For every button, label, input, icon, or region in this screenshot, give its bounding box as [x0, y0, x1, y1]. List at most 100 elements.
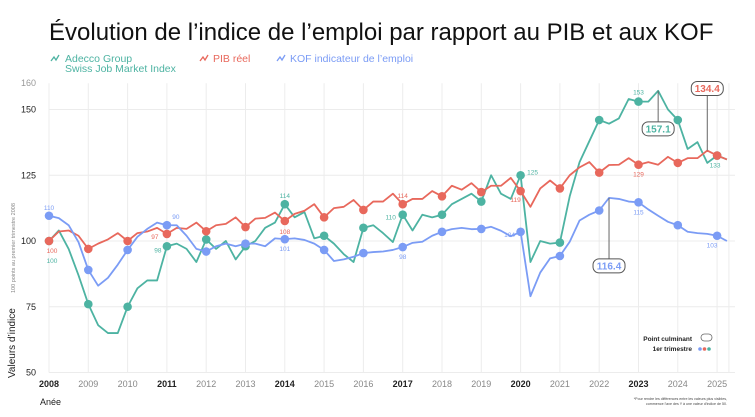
chart-title: Évolution de l’indice de l’emploi par ra… — [49, 19, 713, 46]
callouts: 157.1 134.4 116.4 — [592, 81, 724, 274]
series-line-adecco — [48, 89, 728, 334]
q1-point-adecco — [594, 115, 604, 125]
q1-point-kof — [162, 220, 172, 230]
x-tick-label: 2013 — [235, 379, 255, 389]
q1-point-pib — [398, 199, 408, 209]
x-tick-label: 2022 — [589, 379, 609, 389]
key-q1-label: 1er trimestre — [653, 346, 693, 353]
q1-point-kof — [673, 220, 683, 230]
q1-point-kof — [477, 224, 486, 234]
data-label-pib: 108 — [279, 229, 290, 236]
x-tick-label: 2025 — [707, 379, 727, 389]
x-tick-label: 2012 — [196, 379, 216, 389]
q1-point-adecco — [280, 199, 290, 209]
q1-point-kof — [398, 242, 408, 252]
footnote-line-1: *Pour rendre les différences entre les v… — [634, 397, 727, 401]
x-tick-label: 2011 — [157, 379, 177, 389]
series-line-kof — [48, 196, 728, 298]
q1-point-adecco — [201, 235, 211, 244]
q1-point-kof — [280, 234, 290, 244]
y-tick-label: 100 — [21, 236, 36, 246]
data-label-pib: 100 — [47, 248, 58, 255]
q1-point-pib — [201, 226, 211, 236]
series-pib: 100 97 108 114 119 129 — [44, 149, 728, 255]
callout-value: 157.1 — [646, 124, 671, 135]
q1-point-kof — [555, 251, 565, 261]
q1-point-pib — [319, 213, 329, 222]
q1-point-adecco — [123, 302, 132, 312]
x-tick-label: 2016 — [353, 379, 373, 389]
q1-dot-icon — [698, 347, 702, 351]
q1-point-adecco — [634, 97, 643, 106]
x-tick-label: 2019 — [471, 379, 491, 389]
q1-point-pib — [162, 229, 172, 239]
data-label-pib: 119 — [510, 197, 521, 204]
q1-point-adecco — [477, 197, 486, 206]
x-tick-label: 2020 — [511, 379, 531, 389]
q1-point-pib — [44, 236, 54, 246]
q1-point-adecco — [319, 231, 329, 241]
q1-point-pib — [594, 168, 604, 177]
q1-point-kof — [123, 245, 132, 255]
q1-point-kof — [241, 239, 250, 248]
q1-point-adecco — [555, 238, 565, 247]
callout-box — [592, 258, 626, 274]
data-label-kof: 90 — [172, 214, 180, 221]
q1-point-kof — [437, 227, 447, 237]
peak-callout-pib: 134.4 — [690, 81, 724, 151]
series-line-pib — [48, 149, 728, 250]
x-tick-label: 2018 — [432, 379, 452, 389]
x-axis-title: Anée — [40, 397, 61, 407]
data-label-pib: 97 — [151, 234, 159, 241]
q1-point-adecco — [673, 115, 683, 125]
data-label-pib: 129 — [633, 172, 644, 179]
x-tick-label: 2017 — [393, 379, 413, 389]
x-tick-label: 2023 — [628, 379, 648, 389]
legend-item-adecco[interactable]: Adecco Group Swiss Job Market Index — [50, 53, 177, 75]
data-label-adecco: 125 — [527, 169, 538, 176]
q1-point-adecco — [84, 299, 93, 309]
q1-dot-icon — [702, 347, 707, 351]
y-tick-label: 125 — [21, 170, 36, 180]
data-label-kof: 110 — [44, 205, 55, 212]
callout-box — [641, 121, 675, 137]
q1-point-adecco — [359, 223, 368, 233]
series-kof: 110 90 101 98 104 115 103 — [44, 196, 728, 298]
q1-point-pib — [673, 158, 683, 168]
y-axis-title: Valeurs d’indice — [7, 308, 18, 378]
q1-point-pib — [123, 236, 132, 246]
key: Point culminant 1er trimestre — [643, 333, 713, 353]
q1-point-pib — [555, 184, 565, 193]
x-tick-label: 2010 — [118, 379, 138, 389]
x-tick-label: 2009 — [78, 379, 98, 389]
x-tick-label: 2008 — [39, 379, 59, 389]
series-adecco: 100 98 114 110 125 153 133 — [44, 89, 728, 334]
q1-point-kof — [712, 231, 722, 241]
line-icon — [276, 54, 286, 62]
legend-item-kof[interactable]: KOF indicateur de l’emploi — [276, 53, 413, 65]
data-label-kof: 103 — [707, 243, 718, 250]
q1-point-pib — [359, 205, 368, 215]
peak-callout-adecco: 157.1 — [641, 90, 675, 137]
data-label-pib: 114 — [398, 193, 409, 200]
q1-point-kof — [201, 247, 211, 256]
x-tick-label: 2021 — [550, 379, 570, 389]
q1-point-adecco — [437, 210, 447, 219]
q1-point-kof — [319, 245, 329, 255]
q1-point-pib — [634, 160, 643, 170]
y-tick-label: 160 — [21, 78, 36, 88]
legend-item-pib[interactable]: PIB réel — [199, 53, 250, 65]
data-label-kof: 101 — [279, 246, 290, 253]
q1-dot-icon — [707, 347, 711, 351]
data-label-adecco: 114 — [280, 193, 291, 200]
q1-point-pib — [241, 222, 250, 232]
y-axis: 50 75 100 125 150 160 — [21, 78, 36, 377]
q1-point-kof — [84, 265, 93, 275]
q1-point-kof — [359, 248, 368, 258]
legend-label-adecco-1: Adecco Group — [65, 53, 132, 65]
x-tick-label: 2014 — [275, 379, 295, 389]
q1-point-adecco — [162, 241, 172, 251]
q1-point-pib — [516, 186, 525, 196]
x-axis: 2008 2009 2010 2011 2012 2013 2014 2015 2016 2017… — [39, 379, 727, 389]
